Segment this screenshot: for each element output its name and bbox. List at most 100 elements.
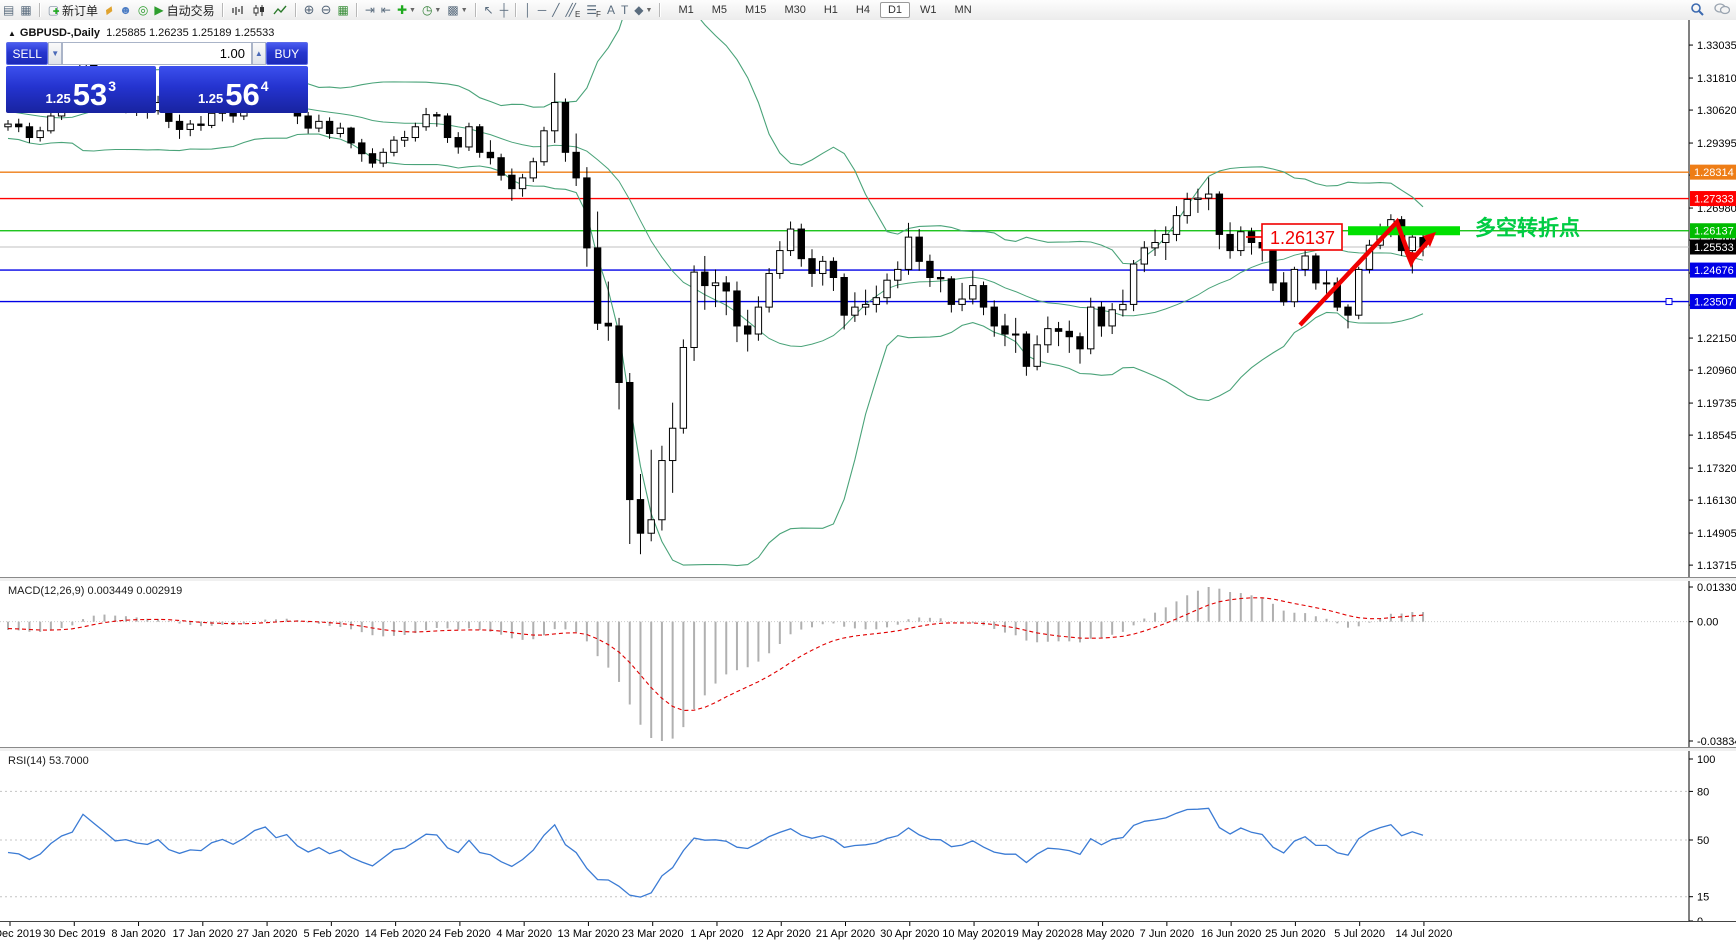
svg-text:1.23507: 1.23507 <box>1694 297 1734 309</box>
zoom-in-icon[interactable]: ⊕ <box>303 2 315 17</box>
svg-text:16 Jun 2020: 16 Jun 2020 <box>1201 928 1262 940</box>
lot-increase-button[interactable]: ▲ <box>252 42 266 65</box>
svg-text:1.33035: 1.33035 <box>1697 40 1736 52</box>
svg-text:27 Jan 2020: 27 Jan 2020 <box>237 928 298 940</box>
toolbar-separator <box>659 3 662 17</box>
timeframe-M1[interactable]: M1 <box>678 4 694 16</box>
svg-text:4 Mar 2020: 4 Mar 2020 <box>496 928 552 940</box>
svg-text:24 Feb 2020: 24 Feb 2020 <box>429 928 491 940</box>
svg-text:14 Feb 2020: 14 Feb 2020 <box>365 928 427 940</box>
candles-layer <box>4 50 1427 555</box>
candle-chart-icon[interactable] <box>249 1 270 19</box>
svg-text:1.25533: 1.25533 <box>1694 242 1734 254</box>
bar-chart-icon[interactable] <box>228 1 249 19</box>
indicators-button[interactable]: ✚ ▼ <box>396 3 416 17</box>
turning-point-highlight-bar <box>1348 226 1460 236</box>
templates-button[interactable]: ▩ ▼ <box>447 3 468 17</box>
buy-button[interactable]: BUY <box>265 42 308 65</box>
timeframe-M5[interactable]: M5 <box>711 4 728 16</box>
oneclick-collapse-icon[interactable]: ▲ <box>8 29 16 38</box>
fibonacci-icon[interactable]: ☰ F <box>586 3 601 19</box>
zoom-out-icon[interactable]: ⊖ <box>320 2 332 17</box>
sell-price-prefix: 1.25 <box>45 91 71 106</box>
svg-text:1.30620: 1.30620 <box>1697 105 1736 117</box>
timeframe-MN[interactable]: MN <box>954 4 972 16</box>
toolbar-separator <box>294 3 297 17</box>
chart-shift-icon[interactable]: ⇥ <box>364 3 375 17</box>
annotations-layer: 1.26137 多空转折点 <box>1246 216 1580 327</box>
search-icon[interactable] <box>1690 2 1704 19</box>
crosshair-icon[interactable]: ┼ <box>499 3 509 17</box>
svg-text:8 Jan 2020: 8 Jan 2020 <box>111 928 165 940</box>
macd-panel-canvas[interactable]: 0.013301 0.00 -0.038343 <box>0 581 1736 747</box>
one-click-trading-panel: SELL ▼ ▲ BUY 1.25 53 3 1.25 56 4 <box>6 42 308 113</box>
svg-text:30 Apr 2020: 30 Apr 2020 <box>880 928 939 940</box>
shapes-icon[interactable]: ◆ ▼ <box>634 3 653 17</box>
buy-price-main: 56 <box>225 77 260 112</box>
rsi-axis: 100 80 50 15 0 <box>1688 751 1715 921</box>
window-list-icon[interactable]: ▤ <box>3 3 15 17</box>
new-order-button[interactable]: ▢ ✚ 新订单 <box>47 3 99 18</box>
timeframe-M15[interactable]: M15 <box>745 4 767 16</box>
timeframe-M30[interactable]: M30 <box>784 4 806 16</box>
buy-price-prefix: 1.25 <box>197 91 224 106</box>
svg-text:28 May 2020: 28 May 2020 <box>1071 928 1135 940</box>
svg-text:1.29395: 1.29395 <box>1697 138 1736 150</box>
rsi-line <box>7 807 1424 898</box>
svg-text:5 Feb 2020: 5 Feb 2020 <box>304 928 360 940</box>
sell-price-box[interactable]: 1.25 53 3 <box>6 66 156 113</box>
svg-text:1.26137: 1.26137 <box>1694 226 1734 238</box>
svg-text:0: 0 <box>1697 916 1703 921</box>
timeframe-H4[interactable]: H4 <box>855 4 870 16</box>
rsi-panel-canvas[interactable]: 100 80 50 15 0 <box>0 751 1736 921</box>
svg-text:100: 100 <box>1697 754 1715 766</box>
rsi-levels <box>0 790 1689 898</box>
svg-text:10 May 2020: 10 May 2020 <box>942 928 1006 940</box>
autotrade-button[interactable]: ▶ 自动交易 <box>154 3 215 18</box>
line-chart-icon[interactable] <box>270 1 291 19</box>
tile-windows-icon[interactable]: ▦ <box>337 3 349 17</box>
svg-text:1.24676: 1.24676 <box>1694 265 1734 277</box>
svg-text:0.00: 0.00 <box>1697 617 1718 629</box>
profile-icon[interactable]: ☻ <box>119 3 132 17</box>
horizontal-line-icon[interactable]: ─ <box>537 3 547 17</box>
periods-button[interactable]: ◷ ▼ <box>421 3 442 17</box>
svg-text:1.26980: 1.26980 <box>1697 203 1736 215</box>
trendline-icon[interactable]: ╱ <box>552 3 560 17</box>
timeframe-H1[interactable]: H1 <box>823 4 838 16</box>
vertical-line-icon[interactable]: │ <box>524 3 532 17</box>
signal-icon[interactable]: ◎ <box>137 3 149 17</box>
text-icon[interactable]: A <box>606 3 615 17</box>
svg-text:50: 50 <box>1697 835 1709 847</box>
channel-icon[interactable]: ╱ ╱ E <box>565 3 581 19</box>
svg-text:1.28314: 1.28314 <box>1694 167 1734 179</box>
rsi-indicator-label: RSI(14) 53.7000 <box>8 755 89 767</box>
svg-text:1.20960: 1.20960 <box>1697 365 1736 377</box>
turning-point-text: 多空转折点 <box>1475 216 1580 240</box>
lot-decrease-button[interactable]: ▼ <box>48 42 62 65</box>
svg-text:1.31810: 1.31810 <box>1697 73 1736 85</box>
chat-icon[interactable] <box>1714 2 1731 19</box>
svg-text:-0.038343: -0.038343 <box>1697 736 1736 747</box>
buy-price-box[interactable]: 1.25 56 4 <box>158 66 308 113</box>
svg-text:15: 15 <box>1697 892 1709 904</box>
lot-size-input[interactable] <box>62 42 252 65</box>
svg-text:25 Jun 2020: 25 Jun 2020 <box>1265 928 1326 940</box>
market-watch-icon[interactable]: ▦ <box>20 3 32 17</box>
cursor-icon[interactable]: ↖ <box>483 3 494 17</box>
svg-text:1.16130: 1.16130 <box>1697 495 1736 507</box>
sell-button[interactable]: SELL <box>6 42 49 65</box>
crayon-icon[interactable]: ▰ <box>100 1 117 19</box>
label-icon[interactable]: T <box>620 3 629 17</box>
trend-arrow <box>1298 217 1434 327</box>
timeframe-W1[interactable]: W1 <box>920 4 937 16</box>
toolbar-separator <box>474 3 477 17</box>
buy-price-pip: 4 <box>260 78 269 94</box>
timeframe-D1[interactable]: D1 <box>879 2 911 18</box>
svg-text:1 Apr 2020: 1 Apr 2020 <box>690 928 743 940</box>
svg-text:5 Jul 2020: 5 Jul 2020 <box>1334 928 1385 940</box>
auto-scroll-icon[interactable]: ⇤ <box>380 3 391 17</box>
svg-text:14 Jul 2020: 14 Jul 2020 <box>1395 928 1452 940</box>
